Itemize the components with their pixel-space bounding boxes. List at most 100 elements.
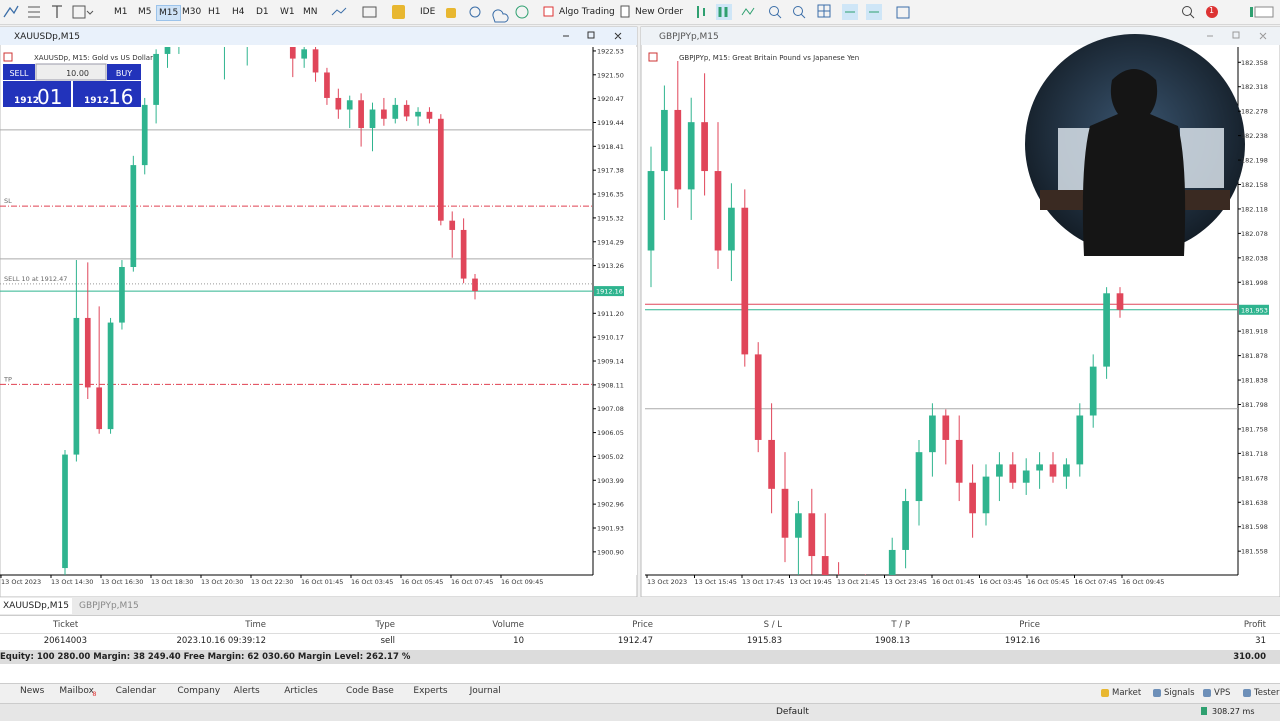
toolbox-tab[interactable]: News [20, 686, 45, 696]
price-tick-label: 182.198 [1241, 157, 1268, 165]
new-order-button[interactable]: New Order [635, 7, 684, 17]
column-header[interactable]: Time [245, 620, 266, 630]
candle-body [358, 100, 364, 129]
right-tab[interactable]: Signals [1164, 688, 1195, 698]
column-header[interactable]: T / P [891, 620, 910, 630]
candle-body [821, 556, 829, 575]
price-tick-label: 1918.41 [597, 143, 624, 151]
price-tick-label: 1905.02 [597, 453, 624, 461]
ide-button[interactable]: IDE [420, 7, 436, 17]
chart-tab[interactable]: GBPJPYp,M15 [79, 601, 139, 611]
chart-tab[interactable]: XAUUSDp,M15 [0, 598, 72, 614]
toolbox-tab[interactable]: Company [177, 686, 221, 696]
timeframe-button[interactable]: M15 [156, 5, 182, 21]
window-controls[interactable] [563, 31, 622, 40]
price-tick-label: 181.758 [1241, 425, 1268, 433]
candle-body [647, 171, 655, 251]
time-label: 16 Oct 01:45 [301, 578, 343, 586]
price-tick-label: 1906.05 [597, 429, 624, 437]
candle-body [674, 109, 682, 190]
column-header[interactable]: Volume [492, 620, 524, 630]
price-tick-label: 1901.93 [597, 524, 624, 532]
algo-trading-button[interactable]: Algo Trading [559, 7, 615, 17]
time-label: 16 Oct 05:45 [1027, 578, 1069, 586]
price-tag [1239, 304, 1269, 315]
right-tab[interactable]: Market [1112, 688, 1142, 698]
toolbox-tab[interactable]: Calendar [115, 686, 157, 696]
column-header[interactable]: S / L [763, 620, 782, 630]
timeframe-button[interactable]: M30 [182, 7, 202, 17]
timeframe-button[interactable]: M5 [138, 7, 152, 17]
timeframe-button[interactable]: D1 [256, 7, 269, 17]
toolbox-tab[interactable]: Code Base [346, 686, 394, 696]
time-label: 16 Oct 01:45 [932, 578, 974, 586]
candle-body [1116, 293, 1124, 310]
plot [0, 47, 593, 575]
window-titlebar [0, 27, 637, 45]
candle-body [781, 488, 789, 538]
close-icon[interactable] [777, 636, 782, 644]
timeframe-button[interactable]: MN [303, 7, 318, 17]
ask-box[interactable] [73, 81, 141, 107]
chart-icon [3, 52, 13, 62]
window-controls[interactable] [1207, 31, 1267, 40]
column-header[interactable]: Price [1019, 620, 1040, 630]
right-tab[interactable]: VPS [1214, 688, 1231, 698]
window-title: XAUUSDp,M15 [14, 32, 80, 42]
buy-button[interactable] [107, 64, 141, 80]
timeframe-button[interactable]: M1 [114, 7, 128, 17]
candle-body [437, 118, 444, 221]
price-tick-label: 182.158 [1241, 181, 1268, 189]
ask-pips: 16 [108, 85, 133, 109]
price-tick-label: 1917.38 [597, 167, 624, 175]
price-tick-label: 1903.99 [597, 477, 624, 485]
bid-box[interactable] [3, 81, 71, 107]
candle-body [335, 97, 342, 110]
time-label: 13 Oct 2023 [1, 578, 41, 586]
price-tick-label: 1916.35 [597, 191, 624, 199]
time-label: 13 Oct 14:30 [51, 578, 93, 586]
column-header[interactable]: Profit [1243, 620, 1266, 630]
close-icon[interactable] [1272, 636, 1277, 644]
candle-body [996, 464, 1003, 477]
column-header[interactable]: Type [375, 620, 395, 630]
toolbox-tab[interactable]: Experts [413, 686, 448, 696]
right-tab[interactable]: Tester [1254, 688, 1280, 698]
price-tick-label: 1920.47 [597, 95, 624, 103]
price-tick-label: 1921.50 [597, 71, 624, 79]
column-header[interactable]: Ticket [53, 620, 79, 630]
candle-body [1009, 464, 1017, 483]
volume-box[interactable] [35, 63, 107, 81]
price-tick-label: 1910.17 [597, 334, 624, 342]
timeframe-button[interactable]: H4 [232, 7, 245, 17]
candle-body [84, 317, 91, 388]
price-tick-label: 181.598 [1241, 523, 1268, 531]
toolbox-tab[interactable]: Journal [469, 686, 501, 696]
candle-body [301, 49, 308, 59]
column-header[interactable]: Price [632, 620, 653, 630]
time-label: 13 Oct 23:45 [885, 578, 927, 586]
total-profit: 310.00 [1233, 652, 1266, 662]
candle-body [381, 109, 387, 119]
candle-body [969, 482, 976, 514]
toolbox-tab[interactable]: Mailbox [59, 686, 94, 696]
window-frame [0, 26, 638, 597]
price-tick-label: 1907.08 [597, 405, 624, 413]
candle-body [808, 513, 816, 557]
candle-body [714, 171, 722, 251]
time-label: 13 Oct 2023 [647, 578, 687, 586]
close-icon[interactable] [905, 636, 910, 644]
candle-body [107, 322, 114, 430]
candle-body [96, 387, 103, 430]
candle-body [661, 109, 668, 172]
candle-body [795, 513, 802, 538]
timeframe-button[interactable]: W1 [280, 7, 295, 17]
toolbox-tab[interactable]: Articles [284, 686, 318, 696]
table-cell: 20614003 [43, 636, 87, 646]
time-label: 13 Oct 18:30 [151, 578, 193, 586]
sell-button[interactable] [3, 64, 35, 80]
timeframe-button[interactable]: H1 [208, 7, 221, 17]
time-label: 16 Oct 03:45 [980, 578, 1022, 586]
toolbox-tab[interactable]: Alerts [233, 686, 260, 696]
